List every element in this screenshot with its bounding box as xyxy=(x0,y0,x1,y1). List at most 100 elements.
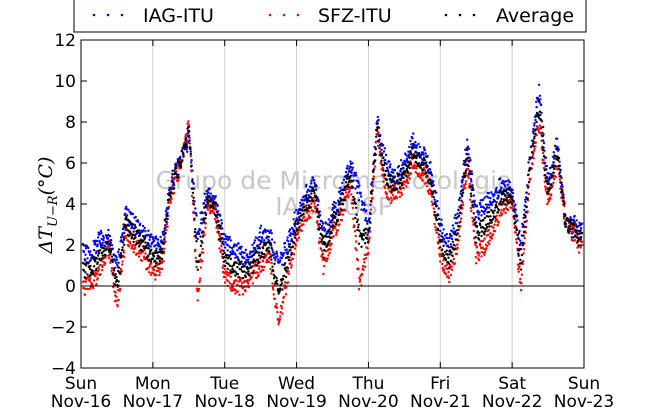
data-point xyxy=(356,218,359,221)
data-point xyxy=(215,221,218,224)
data-point xyxy=(493,216,497,219)
data-point xyxy=(292,230,295,233)
y-tick-label: 0 xyxy=(65,277,76,297)
data-point xyxy=(82,269,86,272)
data-point xyxy=(95,272,99,276)
data-point xyxy=(137,255,141,258)
data-point xyxy=(89,273,93,276)
data-point xyxy=(427,182,431,185)
data-point xyxy=(162,250,165,253)
data-point xyxy=(568,228,572,231)
data-point xyxy=(318,237,321,240)
data-point xyxy=(114,261,118,264)
data-point xyxy=(573,214,576,218)
data-point xyxy=(520,273,524,276)
data-point xyxy=(533,135,536,138)
data-point xyxy=(209,192,212,195)
data-point xyxy=(354,216,357,220)
data-point xyxy=(450,265,453,268)
data-point xyxy=(295,209,298,212)
data-point xyxy=(243,264,246,268)
data-point xyxy=(270,261,273,265)
data-point xyxy=(558,171,562,174)
data-point xyxy=(450,234,453,238)
data-point xyxy=(236,283,239,286)
data-point xyxy=(456,232,459,235)
data-point xyxy=(534,128,537,131)
data-point xyxy=(504,203,507,206)
data-point xyxy=(495,205,499,209)
data-point xyxy=(110,269,113,272)
data-point xyxy=(119,287,122,291)
data-point xyxy=(89,277,92,280)
x-tick-label-day: Wed xyxy=(278,374,315,394)
data-point xyxy=(144,241,147,244)
data-point xyxy=(405,174,408,178)
data-point xyxy=(414,171,417,174)
data-point xyxy=(486,206,489,209)
data-point xyxy=(575,226,578,229)
data-point xyxy=(279,251,283,254)
data-point xyxy=(550,183,553,186)
data-point xyxy=(204,217,207,220)
data-point xyxy=(256,251,259,254)
data-point xyxy=(493,209,496,212)
data-point xyxy=(123,223,127,227)
data-point xyxy=(488,225,491,228)
data-point xyxy=(406,171,410,174)
data-point xyxy=(158,262,161,265)
data-point xyxy=(267,257,270,260)
data-point xyxy=(339,197,342,200)
data-point xyxy=(388,160,391,163)
data-point xyxy=(152,255,156,258)
data-point xyxy=(193,230,197,234)
data-point xyxy=(329,236,332,240)
data-point xyxy=(201,230,204,233)
data-point xyxy=(329,248,332,251)
data-point xyxy=(116,305,119,308)
legend-label-average: Average xyxy=(496,5,574,27)
data-point xyxy=(344,209,347,212)
data-point xyxy=(283,241,287,245)
data-point xyxy=(197,287,201,291)
data-point xyxy=(351,166,355,169)
data-point xyxy=(82,250,86,254)
data-point xyxy=(96,254,100,257)
data-point xyxy=(404,160,407,163)
data-point xyxy=(283,262,287,265)
data-point xyxy=(464,148,467,151)
data-point xyxy=(427,192,431,195)
data-point xyxy=(235,279,238,282)
data-point xyxy=(84,287,87,290)
data-point xyxy=(204,226,207,229)
data-point xyxy=(461,194,464,198)
data-point xyxy=(457,209,460,212)
legend-label-sfz-itu: SFZ-ITU xyxy=(318,5,392,27)
data-point xyxy=(228,235,231,239)
data-point xyxy=(142,245,146,248)
data-point xyxy=(299,211,302,215)
data-point xyxy=(206,189,209,192)
data-point xyxy=(177,178,180,181)
data-point xyxy=(336,229,339,232)
data-point xyxy=(362,258,366,261)
data-point xyxy=(567,230,571,234)
data-point xyxy=(479,244,482,247)
data-point xyxy=(495,191,499,194)
data-point xyxy=(239,262,242,266)
data-point xyxy=(117,248,121,251)
data-point xyxy=(158,273,161,277)
data-point xyxy=(182,154,185,157)
data-point xyxy=(186,134,190,138)
data-point xyxy=(532,127,535,131)
data-point xyxy=(226,249,229,252)
data-point xyxy=(523,225,526,228)
data-point xyxy=(555,137,559,140)
data-point xyxy=(496,223,500,227)
data-point xyxy=(125,214,129,217)
data-point xyxy=(449,259,453,262)
data-point xyxy=(160,251,163,254)
data-point xyxy=(279,259,282,262)
data-point xyxy=(95,282,98,286)
data-point xyxy=(318,223,321,226)
